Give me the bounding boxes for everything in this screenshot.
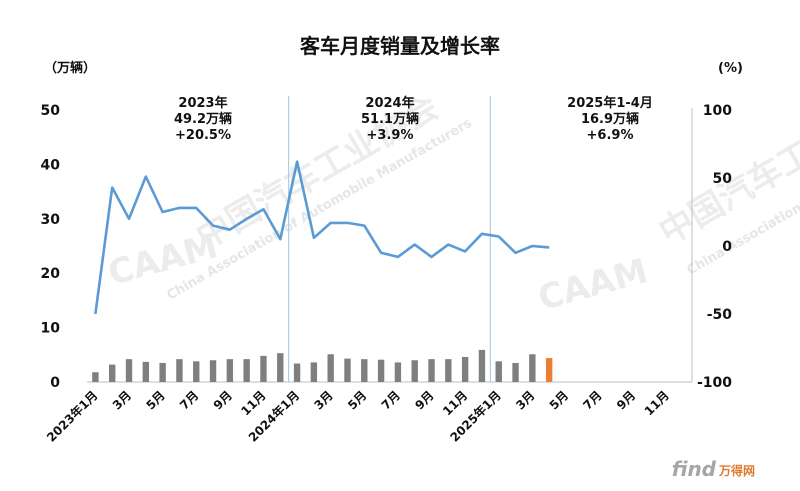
sales-bar bbox=[176, 359, 182, 382]
x-tick-label: 2023年1月 bbox=[43, 388, 100, 445]
sales-bar bbox=[193, 361, 199, 382]
sales-bar bbox=[361, 359, 367, 382]
watermark-text-left: China Association of Automobile Manufact… bbox=[165, 116, 475, 304]
sales-bar bbox=[496, 361, 502, 382]
left-axis-unit: （万辆） bbox=[44, 60, 96, 76]
sales-bar bbox=[546, 358, 552, 382]
sales-bar bbox=[143, 362, 149, 382]
right-y-tick-label: -50 bbox=[707, 307, 733, 323]
sales-bar bbox=[109, 365, 115, 382]
period-annotation-text: 2024年 bbox=[365, 95, 414, 111]
chart-title: 客车月度销量及增长率 bbox=[299, 34, 500, 58]
x-tick-label: 9月 bbox=[211, 388, 235, 412]
x-tick-label: 11月 bbox=[440, 388, 470, 418]
x-tick-label: 11月 bbox=[642, 388, 672, 418]
sales-bar bbox=[412, 360, 418, 382]
sales-bar bbox=[344, 359, 350, 382]
sales-bar bbox=[92, 372, 98, 382]
x-tick-label: 5月 bbox=[143, 388, 167, 412]
x-tick-label: 7月 bbox=[379, 388, 403, 412]
right-y-tick-label: 100 bbox=[703, 103, 732, 119]
sales-bar bbox=[479, 350, 485, 382]
sales-bar bbox=[210, 360, 216, 382]
sales-bar bbox=[512, 363, 518, 382]
x-tick-label: 9月 bbox=[412, 388, 436, 412]
left-y-tick-label: 40 bbox=[41, 157, 61, 173]
period-annotation-text: +6.9% bbox=[587, 128, 634, 143]
left-y-tick-label: 50 bbox=[41, 103, 61, 119]
footer-cn: 万得网 bbox=[718, 463, 755, 478]
period-annotation-text: 2023年 bbox=[178, 95, 227, 111]
sales-bar bbox=[378, 360, 384, 382]
sales-bar bbox=[395, 362, 401, 382]
left-y-tick-label: 0 bbox=[50, 375, 60, 391]
period-annotation-text: +20.5% bbox=[175, 128, 231, 143]
period-annotation-text: 51.1万辆 bbox=[361, 111, 419, 127]
x-tick-label: 5月 bbox=[547, 388, 571, 412]
sales-bar bbox=[311, 362, 317, 382]
sales-bar bbox=[126, 359, 132, 382]
x-tick-label: 5月 bbox=[345, 388, 369, 412]
sales-bar bbox=[428, 359, 434, 382]
footer-brand: find bbox=[672, 457, 717, 481]
footer-logo: find 万得网 bbox=[672, 457, 755, 481]
sales-bar bbox=[327, 354, 333, 382]
sales-bar bbox=[462, 357, 468, 382]
period-annotation-text: 49.2万辆 bbox=[174, 111, 232, 127]
x-tick-label: 3月 bbox=[513, 388, 537, 412]
x-tick-label: 11月 bbox=[238, 388, 268, 418]
sales-bar bbox=[529, 354, 535, 382]
sales-bar bbox=[445, 359, 451, 382]
sales-bar bbox=[243, 359, 249, 382]
right-y-tick-label: -100 bbox=[697, 375, 732, 391]
period-annotation-text: 2025年1-4月 bbox=[567, 95, 653, 111]
left-y-tick-label: 30 bbox=[41, 212, 61, 228]
watermark-logo-right: CAAM bbox=[534, 251, 652, 318]
period-annotation-text: 16.9万辆 bbox=[581, 111, 639, 127]
x-tick-label: 3月 bbox=[110, 388, 134, 412]
sales-bar bbox=[277, 353, 283, 382]
left-y-tick-label: 20 bbox=[41, 266, 61, 282]
right-y-tick-label: 50 bbox=[713, 171, 733, 187]
sales-bar bbox=[294, 364, 300, 382]
x-tick-label: 7月 bbox=[580, 388, 604, 412]
left-y-tick-label: 10 bbox=[41, 321, 61, 337]
right-axis-unit: (%) bbox=[718, 61, 743, 76]
x-tick-label: 7月 bbox=[177, 388, 201, 412]
x-tick-label: 9月 bbox=[614, 388, 638, 412]
x-tick-label: 3月 bbox=[312, 388, 336, 412]
period-annotation-text: +3.9% bbox=[367, 128, 414, 143]
sales-bar bbox=[227, 359, 233, 382]
sales-bar bbox=[260, 356, 266, 382]
right-y-tick-label: 0 bbox=[722, 239, 732, 255]
sales-bar bbox=[159, 363, 165, 382]
